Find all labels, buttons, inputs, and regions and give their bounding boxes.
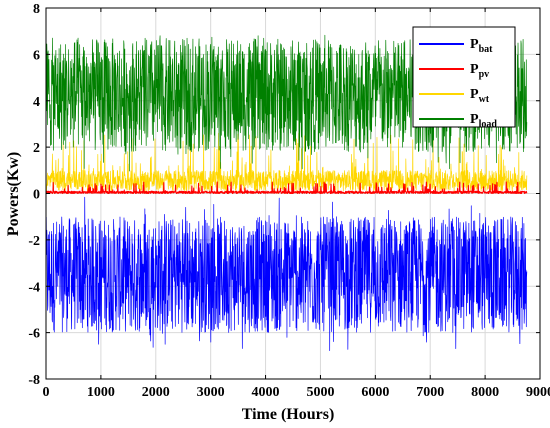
y-tick-label: -6 <box>28 327 40 342</box>
legend-label-bat: Pbat <box>470 37 493 55</box>
x-tick-label: 6000 <box>361 385 389 400</box>
x-tick-label: 5000 <box>306 385 334 400</box>
x-tick-label: 9000 <box>526 385 550 400</box>
x-tick-label: 8000 <box>471 385 499 400</box>
y-tick-label: 8 <box>33 2 40 17</box>
legend-label-pv: Ppv <box>470 62 489 80</box>
series-line-bat <box>45 196 528 352</box>
x-tick-label: 0 <box>43 385 50 400</box>
tick-labels: 0 1000 2000 3000 4000 5000 6000 7000 8000 9000 -8 -… <box>28 2 550 400</box>
x-axis-title: Time (Hours) <box>242 406 335 423</box>
legend-label-load: Pload <box>470 112 497 130</box>
legend: Pbat Ppv Pwt Pload <box>412 26 516 130</box>
y-tick-label: -2 <box>28 234 40 249</box>
y-tick-label: 0 <box>33 188 40 203</box>
legend-items: Pbat Ppv Pwt Pload <box>419 37 497 130</box>
y-tick-label: 6 <box>33 48 40 63</box>
x-tick-label: 2000 <box>142 385 170 400</box>
x-tick-label: 4000 <box>252 385 280 400</box>
y-tick-label: 2 <box>33 141 40 156</box>
y-axis-title: Powers(Kw) <box>5 152 22 236</box>
x-tick-label: 3000 <box>197 385 225 400</box>
x-tick-label: 1000 <box>87 385 115 400</box>
legend-label-wt: Pwt <box>470 87 490 105</box>
series-line-pv <box>45 181 528 195</box>
ticks <box>45 7 541 380</box>
y-tick-label: 4 <box>33 95 40 110</box>
y-tick-label: -4 <box>28 280 40 295</box>
y-tick-label: -8 <box>28 373 40 388</box>
legend-box <box>412 26 516 128</box>
x-tick-label: 7000 <box>416 385 444 400</box>
